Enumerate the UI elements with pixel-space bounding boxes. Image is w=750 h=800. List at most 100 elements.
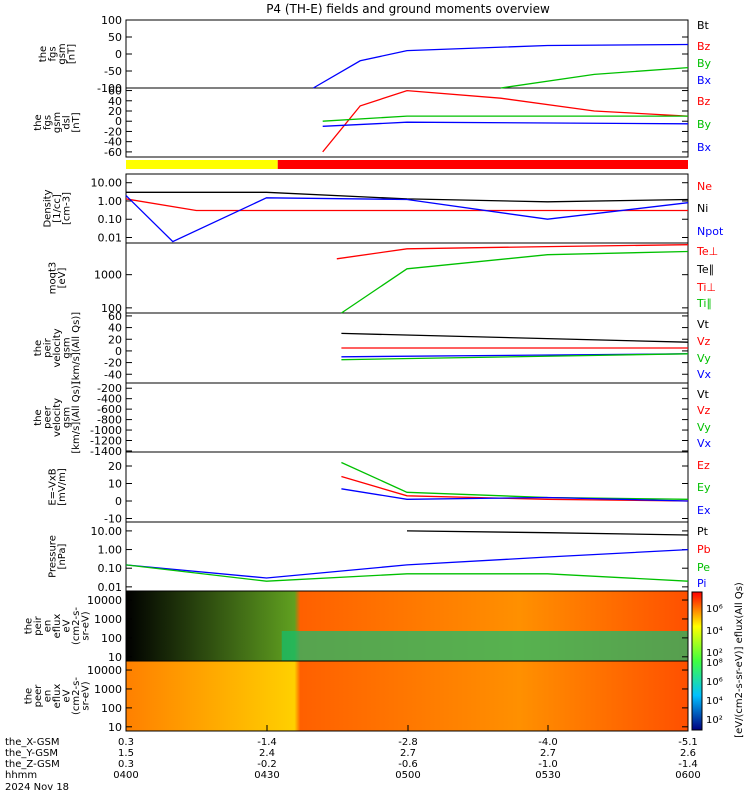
- y-axis-label: [mV/m]: [57, 468, 68, 506]
- series-temp-Ti∥: [341, 250, 689, 314]
- y-tick-label: -200: [97, 382, 122, 395]
- y-tick-label: 0.01: [98, 581, 123, 594]
- panel-peir_spec: 10000 1000 100 10 thepeirenefluxeV(cm2-s-sr-…: [24, 590, 689, 664]
- y-tick-label: 0.10: [98, 213, 123, 226]
- series-layer: [125, 43, 689, 582]
- y-axis-label: the: [24, 618, 35, 634]
- series-fgs_dsl-Bx: [322, 121, 689, 127]
- status-bar-red: [277, 160, 688, 169]
- y-axis-label: eV: [62, 619, 73, 632]
- y-tick-label: -60: [104, 146, 122, 159]
- legend-Ne: Ne: [697, 180, 712, 193]
- y-tick-label: 60: [108, 85, 122, 98]
- panel-frame: [125, 87, 689, 158]
- x-tick-label: 0430: [254, 770, 279, 781]
- y-axis-label: (cm2-s-: [71, 607, 82, 645]
- y-tick-label: 1000: [94, 683, 122, 696]
- y-axis-label: eflux: [52, 614, 63, 639]
- y-axis-label: Pressure: [47, 535, 58, 578]
- y-axis-label: [km/s](All Qs)]: [71, 312, 82, 384]
- y-tick-label: 10: [108, 721, 122, 734]
- legend-Bx: Bx: [697, 141, 712, 154]
- series-fgs_gsm-By: [500, 66, 689, 89]
- legend-Pi: Pi: [697, 577, 706, 590]
- legend-Vt: Vt: [697, 388, 710, 401]
- legend-Vz: Vz: [697, 404, 711, 417]
- y-axis-label: gsm: [62, 337, 73, 358]
- legend-Pt: Pt: [697, 525, 709, 538]
- x-tick-label: -2.8: [398, 737, 418, 748]
- colorbar-tick: 10²: [706, 648, 723, 659]
- y-tick-label: 100: [101, 632, 122, 645]
- y-axis-label: sr-eV): [81, 611, 92, 640]
- y-axis-label: moqt3: [47, 262, 58, 295]
- series-efield-Ex: [341, 488, 689, 502]
- y-tick-label: -40: [104, 368, 122, 381]
- legend-Bz: Bz: [697, 95, 711, 108]
- y-axis-label: the: [24, 688, 35, 704]
- y-axis-label: en: [43, 690, 54, 703]
- legend-Ey: Ey: [697, 481, 711, 494]
- series-peir_vel-Vy: [341, 353, 689, 361]
- panel-peer_vel: -200-400-600-800-1000-1200-1400 thepeerve…: [33, 381, 712, 458]
- y-tick-label: 0.10: [98, 562, 123, 575]
- x-tick-label: 0.3: [118, 759, 134, 770]
- panel-frame: [125, 173, 689, 244]
- series-efield-Ey: [341, 461, 689, 500]
- y-axis-label: peer: [33, 684, 44, 708]
- legend-Npot: Npot: [697, 225, 724, 238]
- y-axis-label: eV: [62, 689, 73, 702]
- y-axis-label: [nT]: [71, 112, 82, 132]
- x-row-label: the_Z-GSM: [5, 759, 60, 770]
- panel-frame: [125, 19, 689, 89]
- legend-By: By: [697, 57, 712, 70]
- legend-Pb: Pb: [697, 543, 711, 556]
- legend-Pe: Pe: [697, 561, 710, 574]
- x-tick-label: -1.4: [678, 759, 698, 770]
- panel-frame: [125, 660, 689, 732]
- colorbar-scale: [691, 591, 703, 731]
- y-tick-label: 50: [108, 31, 122, 44]
- y-tick-label: -600: [97, 403, 122, 416]
- x-tick-label: -0.2: [257, 759, 277, 770]
- y-tick-label: -10: [104, 513, 122, 526]
- x-tick-label: 0500: [395, 770, 420, 781]
- y-tick-label: -100: [97, 82, 122, 95]
- y-tick-label: -400: [97, 393, 122, 406]
- x-row-label: the_Y-GSM: [5, 748, 58, 759]
- y-axis-label: (cm2-s-: [71, 677, 82, 715]
- y-tick-label: 20: [108, 105, 122, 118]
- series-fgs_dsl-Bz: [322, 89, 689, 153]
- legend-Ni: Ni: [697, 202, 708, 215]
- y-axis-label: fgs: [47, 46, 58, 61]
- y-axis-label: Density: [43, 189, 54, 227]
- panel-peer_spec: 10000 1000 100 10 thepeerenefluxeV(cm2-s-sr-…: [24, 660, 689, 734]
- x-tick-label: 2.7: [540, 748, 556, 759]
- y-tick-label: 40: [108, 95, 122, 108]
- y-axis-label: the: [33, 340, 44, 356]
- y-axis-label: eflux: [52, 684, 63, 709]
- series-fgs_dsl-By: [322, 115, 688, 122]
- y-axis-label: peer: [43, 405, 54, 429]
- x-tick-label: -1.4: [257, 737, 277, 748]
- panel-frame: [125, 451, 689, 523]
- series-density-Ni: [126, 191, 689, 203]
- y-tick-label: -20: [104, 125, 122, 138]
- x-tick-label: 0.3: [118, 737, 134, 748]
- y-tick-label: 1.00: [98, 195, 123, 208]
- legend-Vx: Vx: [697, 437, 712, 450]
- y-axis-label: [cm-3]: [62, 192, 73, 225]
- series-efield-Ez: [341, 475, 689, 502]
- y-axis-label: fgs: [43, 115, 54, 130]
- legend-Vy: Vy: [697, 421, 711, 434]
- series-temp-Te⊥: [336, 244, 689, 260]
- y-axis-label: gsm: [57, 43, 68, 64]
- legend-Ex: Ex: [697, 504, 711, 517]
- y-tick-label: 60: [108, 310, 122, 323]
- legend-Vz: Vz: [697, 335, 711, 348]
- chart-title: P4 (TH-E) fields and ground moments over…: [266, 2, 550, 16]
- y-axis-label: [km/s](All Qs)]: [71, 381, 82, 453]
